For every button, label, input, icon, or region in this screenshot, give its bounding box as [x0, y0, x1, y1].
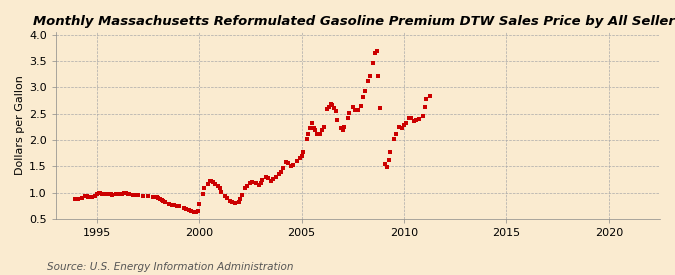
Text: Source: U.S. Energy Information Administration: Source: U.S. Energy Information Administ… [47, 262, 294, 272]
Y-axis label: Dollars per Gallon: Dollars per Gallon [15, 76, 25, 175]
Title: Monthly Massachusetts Reformulated Gasoline Premium DTW Sales Price by All Selle: Monthly Massachusetts Reformulated Gasol… [33, 15, 675, 28]
